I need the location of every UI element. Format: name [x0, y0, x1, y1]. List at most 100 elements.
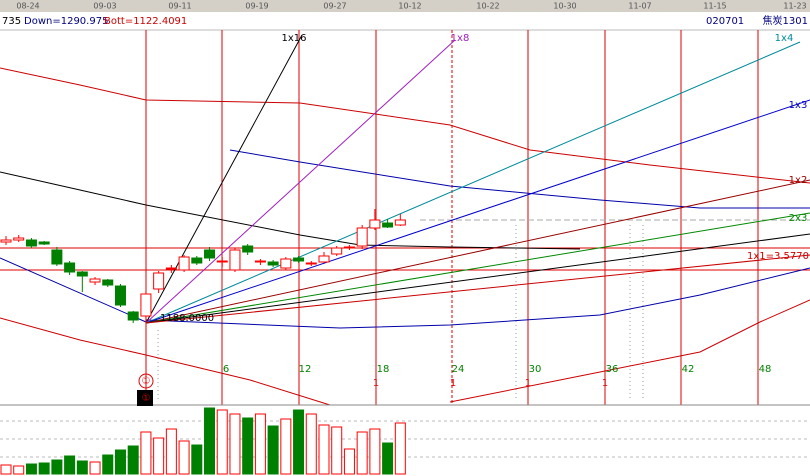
volume-bar	[216, 409, 228, 475]
volume-bar	[318, 424, 330, 475]
volume-bar	[178, 440, 190, 475]
candle-body	[102, 279, 114, 286]
volume-bar	[102, 454, 114, 475]
candle-body	[191, 257, 203, 264]
candle-body	[13, 237, 25, 241]
count-label: 12	[299, 364, 312, 375]
candle-body	[382, 222, 394, 228]
count-label: 42	[682, 364, 695, 375]
volume-bar	[382, 442, 394, 475]
count-label: 6	[223, 364, 229, 375]
volume-bar	[127, 445, 139, 475]
candle-body	[178, 256, 190, 271]
date-label: 09-03	[93, 2, 116, 11]
volume-bar	[64, 455, 76, 475]
date-label: 11-15	[703, 2, 726, 11]
candle-body	[254, 260, 266, 263]
symbol-code: 020701	[706, 16, 744, 27]
candle-body	[76, 271, 88, 277]
volume-bar	[394, 422, 406, 475]
volume-bar	[369, 428, 381, 475]
candle-body	[343, 246, 355, 249]
code: 735	[2, 16, 21, 27]
volume-bar	[242, 417, 254, 475]
volume-bar	[343, 448, 355, 475]
candle-body	[204, 249, 216, 259]
volume-bar	[204, 407, 216, 475]
cycle-mark: 1	[373, 378, 379, 389]
date-label: 11-07	[628, 2, 651, 11]
candle-body	[280, 258, 292, 269]
candle-body	[165, 267, 177, 270]
candle-body	[51, 249, 63, 265]
date-label: 10-12	[398, 2, 421, 11]
candle-body	[242, 245, 254, 253]
candle-body	[229, 249, 241, 271]
volume-bar	[229, 413, 241, 475]
count-label: 36	[606, 364, 619, 375]
fan-label: 1x2	[789, 175, 808, 186]
symbol-name: 焦炭1301	[763, 14, 808, 27]
volume-bar	[51, 459, 63, 475]
circle-mark: ①	[142, 376, 151, 387]
volume-bar	[165, 428, 177, 475]
candle-body	[394, 219, 406, 226]
fan-label: 1x1=3.5770	[747, 251, 809, 262]
candle-body	[38, 241, 50, 245]
volume-bar	[114, 449, 126, 475]
volume-bar	[254, 413, 266, 475]
fan-label: 1x8	[451, 33, 470, 44]
count-label: 48	[759, 364, 772, 375]
candle-body	[140, 293, 152, 317]
candle-body	[153, 272, 165, 290]
volume-bar	[0, 464, 12, 475]
candle-body	[127, 311, 139, 321]
date-label: 08-24	[16, 2, 39, 11]
candle-body	[114, 285, 126, 306]
date-bar	[0, 0, 810, 12]
date-label: 09-27	[323, 2, 346, 11]
candle-body	[305, 262, 317, 265]
volume-bar	[38, 462, 50, 475]
volume-bar	[191, 444, 203, 475]
date-label: 10-22	[476, 2, 499, 11]
fan-label: 1x16	[281, 33, 306, 44]
volume-bar	[25, 463, 37, 475]
count-label: 24	[452, 364, 465, 375]
decorations	[0, 29, 810, 458]
count-label: 18	[377, 364, 390, 375]
cycle-mark: 1	[602, 378, 608, 389]
volume-bar	[89, 461, 101, 475]
candle-body	[267, 261, 279, 266]
down-value: Down=1290.975	[24, 16, 108, 27]
candle-body	[89, 278, 101, 283]
candle-body	[64, 262, 76, 273]
circle-mark: ①	[142, 393, 151, 404]
volume-bar	[293, 409, 305, 475]
volume-bar	[331, 426, 343, 475]
date-label: 09-11	[168, 2, 191, 11]
candle-body	[293, 257, 305, 262]
candle-body	[369, 219, 381, 229]
date-label: 11-23	[783, 2, 806, 11]
date-label: 10-30	[553, 2, 576, 11]
volume-bar	[356, 431, 368, 475]
fan-label: 1x4	[775, 33, 794, 44]
date-label: 09-19	[245, 2, 268, 11]
volume-bar	[267, 425, 279, 475]
candle-body	[331, 247, 343, 255]
fan-label: 1x3	[789, 100, 808, 111]
fan-label: 2x3	[789, 213, 808, 224]
bott-value: Bott=1122.4091	[104, 16, 187, 27]
cycle-mark: 1	[525, 378, 531, 389]
candle-body	[356, 227, 368, 247]
volume-bar	[76, 460, 88, 475]
candle-body	[0, 239, 12, 243]
candle-body	[25, 239, 37, 247]
origin-label: 1188.0000	[160, 313, 214, 324]
candle-body	[318, 255, 330, 263]
cycle-mark: 1	[450, 378, 456, 389]
volume-bar	[280, 418, 292, 475]
